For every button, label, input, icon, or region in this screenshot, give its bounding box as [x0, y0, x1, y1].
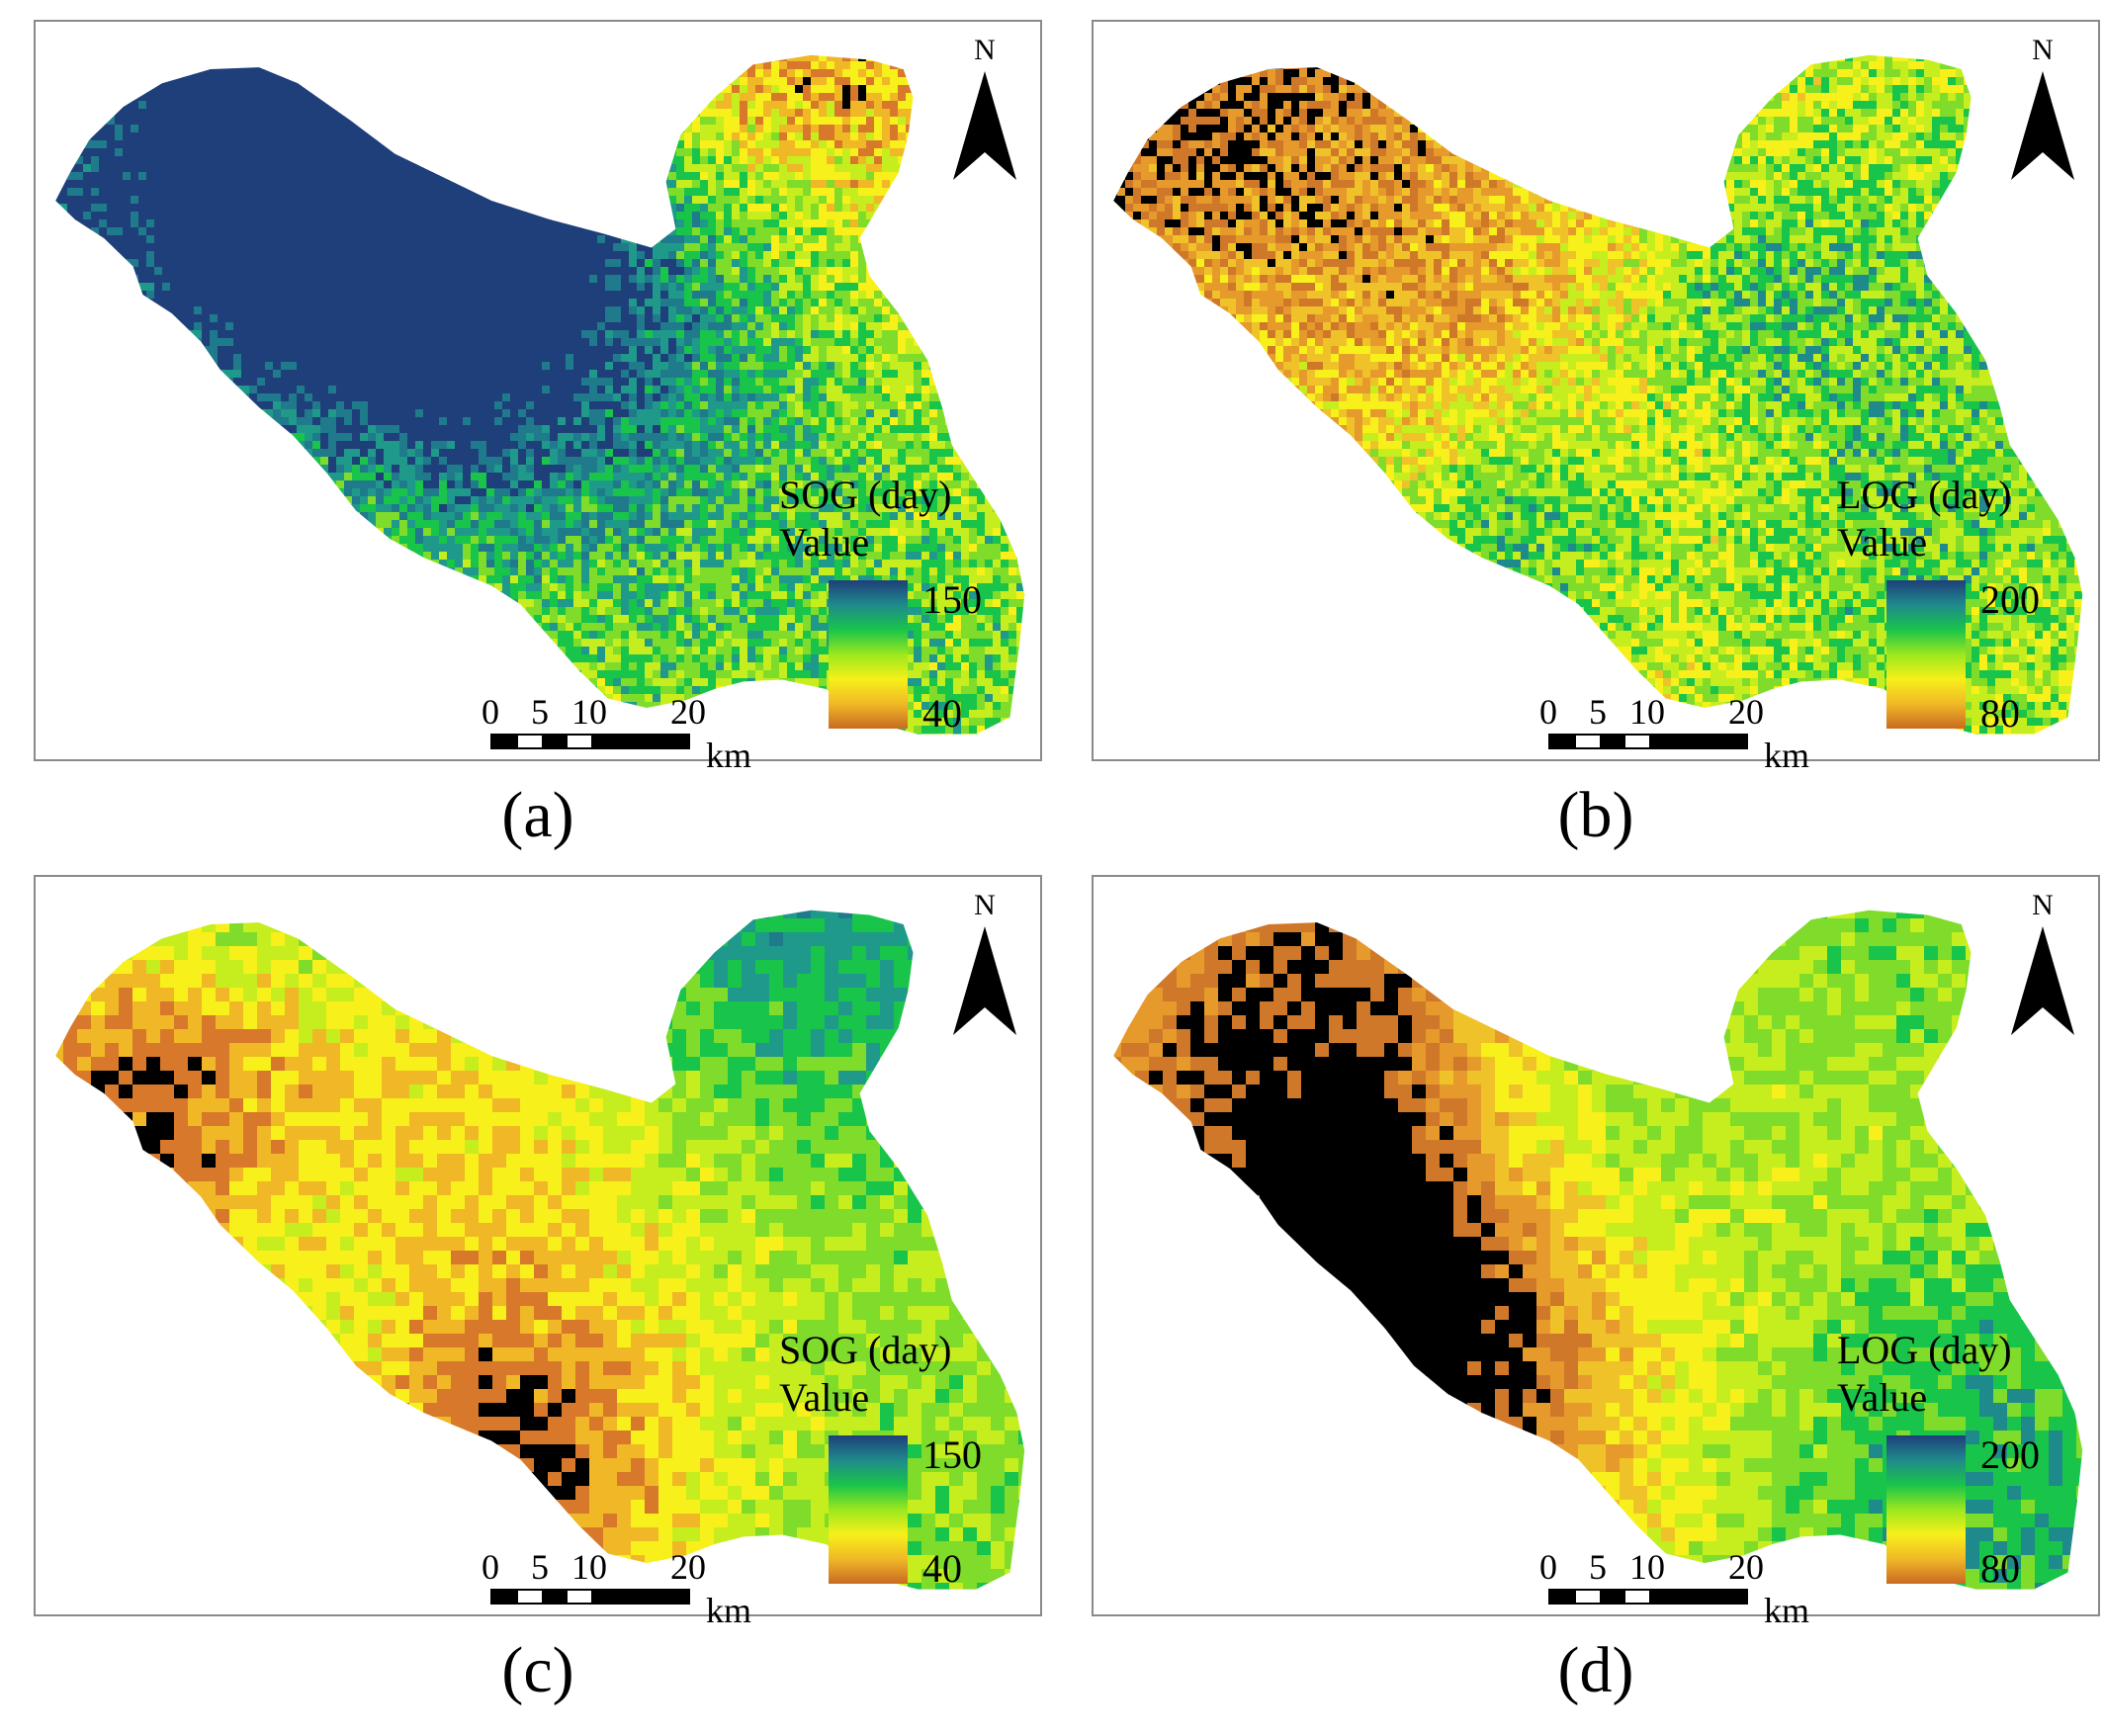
legend-subtitle: Value	[779, 519, 951, 566]
north-label: N	[2003, 36, 2082, 65]
legend: SOG (day) Value 150 40	[779, 1327, 982, 1589]
caption-c: (c)	[390, 1636, 686, 1705]
legend: LOG (day) Value 200 80	[1837, 472, 2040, 734]
legend-title: LOG (day)	[1837, 1327, 2012, 1374]
legend-subtitle: Value	[1837, 519, 2012, 566]
map-panel-d: N LOG (day) Value 200 80 0 5 10 20 km	[1092, 875, 2100, 1628]
scale-unit: km	[706, 1593, 751, 1628]
scale-tick-5: 5	[531, 1549, 549, 1585]
scale-tick-0: 0	[482, 1549, 499, 1585]
scale-tick-20: 20	[670, 694, 706, 730]
caption-b: (b)	[1447, 781, 1744, 850]
scale-tick-0: 0	[482, 694, 499, 730]
north-arrow: N	[2003, 891, 2082, 1035]
scale-bar-graphic	[1548, 734, 1748, 749]
color-ramp	[1886, 1435, 1966, 1584]
scale-tick-10: 10	[1629, 1549, 1665, 1585]
scale-unit: km	[706, 738, 751, 773]
scale-tick-0: 0	[1539, 694, 1557, 730]
raster-map-b	[1113, 54, 2083, 735]
legend-min: 80	[1980, 694, 2020, 734]
map-panel-b: N LOG (day) Value 200 80 0 5 10 20 km	[1092, 20, 2100, 773]
legend: LOG (day) Value 200 80	[1837, 1327, 2040, 1589]
map-panel-a: N SOG (day) Value 150 40 0 5 10 20 km	[34, 20, 1042, 773]
scale-unit: km	[1764, 1593, 1809, 1628]
map-panel-c: N SOG (day) Value 150 40 0 5 10 20 km	[34, 875, 1042, 1628]
scale-unit: km	[1764, 738, 1809, 773]
scale-tick-10: 10	[571, 694, 607, 730]
north-label: N	[945, 36, 1024, 65]
scale-tick-10: 10	[571, 1549, 607, 1585]
legend-max: 200	[1980, 1435, 2040, 1475]
legend-min: 40	[922, 694, 962, 734]
north-arrow: N	[945, 891, 1024, 1035]
scale-tick-20: 20	[1728, 1549, 1764, 1585]
legend-max: 200	[1980, 580, 2040, 620]
caption-a: (a)	[390, 781, 686, 850]
legend-title: LOG (day)	[1837, 472, 2012, 519]
scale-tick-20: 20	[670, 1549, 706, 1585]
color-ramp	[829, 580, 908, 729]
legend-min: 40	[922, 1549, 962, 1589]
scale-tick-5: 5	[531, 694, 549, 730]
scale-bar-graphic	[490, 734, 690, 749]
legend-subtitle: Value	[1837, 1374, 2012, 1422]
north-arrow-icon	[2011, 71, 2074, 180]
color-ramp	[1886, 580, 1966, 729]
scale-tick-0: 0	[1539, 1549, 1557, 1585]
scale-tick-20: 20	[1728, 694, 1764, 730]
north-arrow: N	[2003, 36, 2082, 180]
north-arrow: N	[945, 36, 1024, 180]
legend-max: 150	[922, 1435, 982, 1475]
north-arrow-icon	[2011, 926, 2074, 1035]
scale-bar-graphic	[1548, 1589, 1748, 1605]
legend-max: 150	[922, 580, 982, 620]
scale-tick-5: 5	[1589, 1549, 1607, 1585]
north-label: N	[945, 891, 1024, 920]
legend-title: SOG (day)	[779, 472, 951, 519]
north-label: N	[2003, 891, 2082, 920]
caption-d: (d)	[1447, 1636, 1744, 1705]
scale-tick-5: 5	[1589, 694, 1607, 730]
raster-map-c	[55, 910, 1025, 1590]
legend-subtitle: Value	[779, 1374, 951, 1422]
scale-tick-10: 10	[1629, 694, 1665, 730]
north-arrow-icon	[953, 71, 1016, 180]
color-ramp	[829, 1435, 908, 1584]
legend-min: 80	[1980, 1549, 2020, 1589]
legend: SOG (day) Value 150 40	[779, 472, 982, 734]
north-arrow-icon	[953, 926, 1016, 1035]
scale-bar-graphic	[490, 1589, 690, 1605]
legend-title: SOG (day)	[779, 1327, 951, 1374]
